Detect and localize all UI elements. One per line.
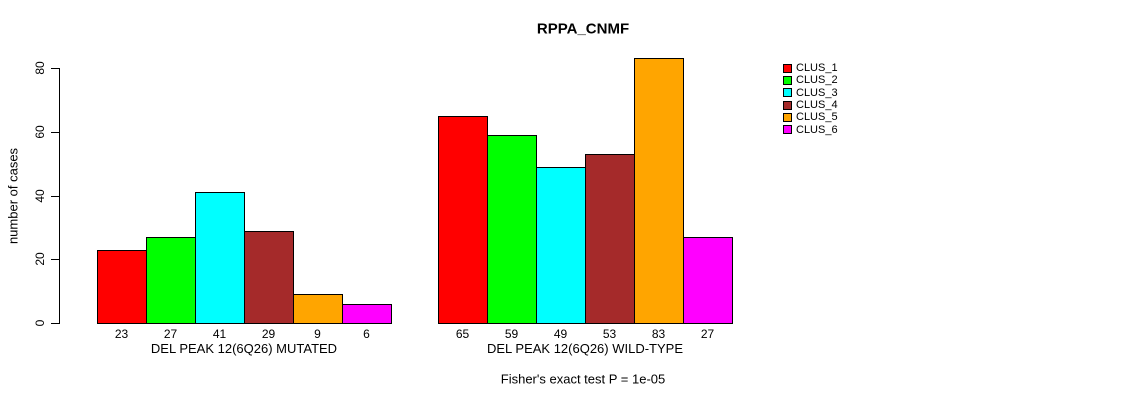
bar-value-label: 27	[700, 327, 715, 341]
y-axis-tick	[51, 323, 59, 324]
legend-swatch-icon	[783, 125, 792, 135]
legend-label: CLUS_3	[796, 86, 838, 99]
legend-item-clus_1: CLUS_1	[783, 62, 838, 74]
bar-clus_2	[487, 135, 537, 324]
bar-clus_3	[195, 192, 245, 324]
legend-label: CLUS_6	[796, 123, 838, 136]
bar-value-label: 9	[314, 327, 321, 341]
legend-swatch-icon	[783, 100, 792, 110]
bar-clus_4	[244, 231, 294, 324]
bar-value-label: 49	[553, 327, 568, 341]
x-axis-group-label: DEL PEAK 12(6Q26) WILD-TYPE	[486, 341, 684, 356]
bar-clus_1	[97, 250, 147, 324]
legend-item-clus_3: CLUS_3	[783, 87, 838, 99]
bar-value-label: 59	[504, 327, 519, 341]
bar-value-label: 27	[163, 327, 178, 341]
chart-title: RPPA_CNMF	[536, 20, 630, 38]
fisher-test-annotation: Fisher's exact test P = 1e-05	[500, 371, 666, 387]
bar-value-label: 41	[212, 327, 227, 341]
legend-swatch-icon	[783, 88, 792, 98]
y-axis-tick	[51, 68, 59, 69]
bar-clus_5	[634, 58, 684, 324]
legend-item-clus_6: CLUS_6	[783, 123, 838, 136]
bar-clus_6	[683, 237, 733, 324]
x-axis-group-label: DEL PEAK 12(6Q26) MUTATED	[150, 341, 338, 356]
legend-label: CLUS_4	[796, 99, 838, 112]
legend-swatch-icon	[783, 112, 792, 122]
legend-item-clus_2: CLUS_2	[783, 74, 838, 86]
bar-value-label: 6	[363, 327, 370, 341]
y-tick-label: 60	[33, 125, 47, 139]
y-axis	[59, 68, 60, 324]
legend-swatch-icon	[783, 75, 792, 85]
bar-clus_1	[438, 116, 488, 324]
legend-swatch-icon	[783, 63, 792, 73]
y-axis-tick	[51, 132, 59, 133]
y-tick-label: 40	[33, 189, 47, 203]
bar-clus_3	[536, 167, 586, 324]
bar-value-label: 65	[455, 327, 470, 341]
legend-label: CLUS_1	[796, 62, 838, 75]
bar-value-label: 23	[114, 327, 129, 341]
legend-label: CLUS_5	[796, 111, 838, 124]
bar-clus_4	[585, 154, 635, 324]
legend-item-clus_5: CLUS_5	[783, 111, 838, 123]
bar-clus_6	[342, 304, 392, 324]
y-tick-label: 20	[33, 252, 47, 266]
bar-value-label: 83	[651, 327, 666, 341]
y-axis-label: number of cases	[5, 147, 21, 245]
legend-label: CLUS_2	[796, 74, 838, 87]
legend-item-clus_4: CLUS_4	[783, 99, 838, 111]
bar-value-label: 29	[261, 327, 276, 341]
bar-clus_5	[293, 294, 343, 324]
bar-clus_2	[146, 237, 196, 324]
y-axis-tick	[51, 196, 59, 197]
bar-value-label: 53	[602, 327, 617, 341]
y-tick-label: 80	[33, 61, 47, 75]
y-tick-label: 0	[33, 319, 47, 327]
y-axis-tick	[51, 259, 59, 260]
legend: CLUS_1 CLUS_2 CLUS_3 CLUS_4 CLUS_5 CLUS_6	[783, 62, 838, 136]
